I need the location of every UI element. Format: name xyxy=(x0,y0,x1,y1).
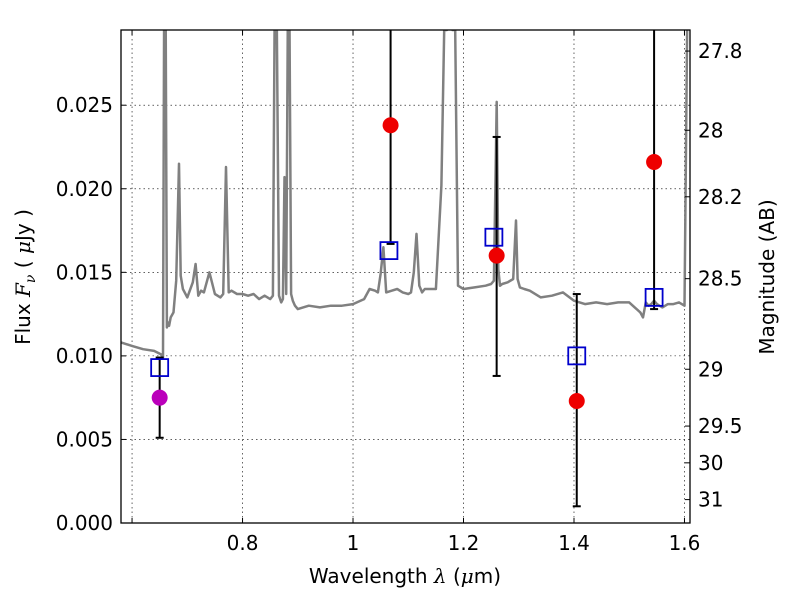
x-axis-label-mu: μ xyxy=(461,564,474,588)
observed-flux-marker xyxy=(488,247,505,264)
y2-tick-label: 28.5 xyxy=(698,267,743,291)
y2-axis-label: Magnitude (AB) xyxy=(755,199,779,354)
model-square-marker xyxy=(644,287,664,307)
plot-content xyxy=(121,30,689,359)
y-axis-label-sub: ν xyxy=(23,274,39,283)
observed-flux-marker xyxy=(568,393,585,410)
model-square-marker xyxy=(567,346,587,366)
observed-flux-marker xyxy=(646,154,663,171)
y2-tick-label: 31 xyxy=(698,488,723,512)
y-axis-label-symbol: F xyxy=(11,282,35,298)
y-tick-label: 0.020 xyxy=(56,177,113,201)
model-square-marker xyxy=(150,358,170,377)
y-tick-label: 0.005 xyxy=(56,427,113,451)
y-tick-label: 0.015 xyxy=(56,260,113,284)
y-axis-label-unit: Jy ) xyxy=(11,209,35,243)
x-axis-label-open: ( xyxy=(447,564,461,588)
x-axis-label: Wavelength λ (μm) xyxy=(309,564,501,588)
x-axis-label-prefix: Wavelength xyxy=(309,564,434,588)
y2-tick-label: 29 xyxy=(698,357,723,381)
y-axis-label-open: ( xyxy=(11,254,35,275)
y-axis-label-mu: μ xyxy=(11,241,35,254)
y-tick-label: 0.000 xyxy=(56,511,113,535)
y2-tick-label: 28 xyxy=(698,118,723,142)
y-tick-label: 0.010 xyxy=(56,344,113,368)
y-tick-label: 0.025 xyxy=(56,93,113,117)
y-axis-label-prefix: Flux xyxy=(11,297,35,345)
observed-flux-marker xyxy=(151,389,168,406)
model-square-marker xyxy=(379,241,399,260)
x-tick-label: 1 xyxy=(347,531,360,555)
plot-frame xyxy=(120,29,691,524)
observed-flux-marker xyxy=(382,117,399,134)
x-axis-label-unit: m) xyxy=(474,564,501,588)
x-tick-label: 1.6 xyxy=(669,531,701,555)
y2-tick-label: 29.5 xyxy=(698,414,743,438)
axis-ticks: 0.8 1 1.2 1.4 1.6 0.000 0.005 0.010 0.015 0.020 0.… xyxy=(56,30,743,555)
x-tick-label: 1.4 xyxy=(558,531,590,555)
data-points xyxy=(150,117,664,410)
y2-tick-label: 27.8 xyxy=(698,39,743,63)
spectrum-line xyxy=(121,30,689,359)
x-axis-label-symbol: λ xyxy=(433,564,447,588)
y2-tick-label: 28.2 xyxy=(698,185,743,209)
x-tick-label: 1.2 xyxy=(448,531,480,555)
y-axis-label: Flux Fν ( μJy ) xyxy=(11,209,39,345)
model-square-marker xyxy=(484,227,504,247)
y2-tick-label: 30 xyxy=(698,451,723,475)
x-tick-label: 0.8 xyxy=(227,531,259,555)
